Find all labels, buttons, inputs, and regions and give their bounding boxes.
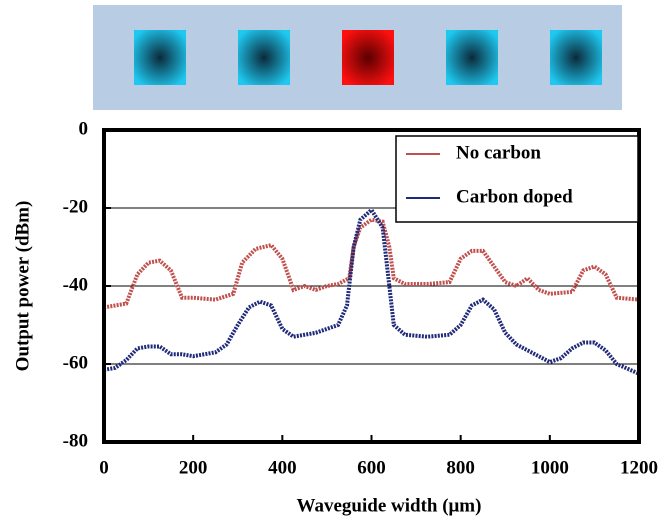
- x-tick-label: 800: [446, 457, 475, 478]
- y-tick-label: -60: [63, 352, 88, 373]
- waveguide-diagram: [93, 5, 622, 110]
- y-tick-label: -20: [63, 196, 88, 217]
- plot-frame: [102, 128, 641, 444]
- x-tick-label: 1000: [531, 457, 569, 478]
- x-tick-label: 400: [268, 457, 297, 478]
- waveguide: [550, 30, 602, 85]
- waveguide: [134, 30, 186, 85]
- y-tick-label: -80: [63, 430, 88, 451]
- legend-label: Carbon doped: [456, 186, 573, 207]
- y-tick-label: -40: [63, 274, 88, 295]
- y-axis-label: Output power (dBm): [12, 201, 33, 372]
- x-tick-label: 200: [179, 457, 208, 478]
- x-axis-label: Waveguide width (μm): [297, 495, 482, 516]
- waveguide: [238, 30, 290, 85]
- legend: [395, 135, 639, 223]
- waveguide: [446, 30, 498, 85]
- series-line: [103, 206, 640, 376]
- y-tick-label: 0: [79, 118, 89, 139]
- series-line: [103, 217, 640, 310]
- x-tick-label: 0: [99, 457, 109, 478]
- x-tick-label: 1200: [620, 457, 658, 478]
- x-tick-label: 600: [357, 457, 386, 478]
- legend-label: No carbon: [456, 142, 541, 163]
- waveguide: [342, 30, 394, 85]
